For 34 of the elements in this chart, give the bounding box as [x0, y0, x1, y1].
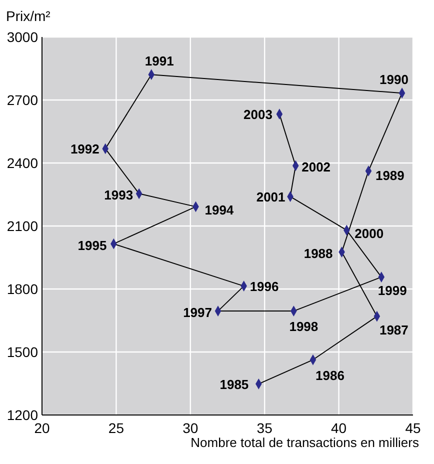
- annotation: 1989: [375, 168, 404, 183]
- x-tick-label: 35: [256, 420, 273, 436]
- annotation: 1998: [289, 319, 318, 334]
- annotation: 1999: [378, 283, 407, 298]
- annotation: 1987: [379, 322, 408, 338]
- annotation: 2002: [302, 160, 331, 175]
- x-tick-label: 25: [108, 420, 124, 436]
- y-tick-label: 1800: [6, 280, 38, 297]
- annotation: 1990: [380, 72, 408, 88]
- annotation: 2003: [244, 107, 272, 122]
- annotation: 1985: [220, 376, 249, 392]
- annotation: 1995: [78, 238, 107, 253]
- x-tick-label: 45: [405, 420, 421, 436]
- annotation: 1994: [204, 202, 234, 218]
- annotation: 1986: [316, 368, 344, 383]
- y-tick-label: 1200: [6, 406, 38, 423]
- y-tick-label: 2100: [6, 218, 38, 234]
- y-tick-label: 2400: [6, 154, 38, 171]
- annotation: 1992: [70, 142, 100, 157]
- annotation: 1988: [304, 246, 333, 262]
- y-tick-label: 1500: [6, 344, 38, 360]
- x-tick-label: 20: [34, 420, 50, 436]
- annotation: 1991: [144, 54, 174, 69]
- x-tick-label: 30: [182, 420, 198, 436]
- x-tick-label: 40: [331, 420, 347, 436]
- y-axis-title: Prix/m²: [6, 8, 51, 24]
- annotation: 1997: [183, 305, 212, 320]
- annotation: 2001: [256, 190, 286, 205]
- y-tick-label: 3000: [6, 28, 38, 45]
- annotation: 1993: [104, 188, 134, 203]
- annotation: 2000: [354, 226, 384, 242]
- annotation: 1996: [250, 279, 279, 294]
- x-axis-title: Nombre total de transactions en milliers: [190, 435, 420, 450]
- y-tick-label: 2700: [6, 92, 38, 108]
